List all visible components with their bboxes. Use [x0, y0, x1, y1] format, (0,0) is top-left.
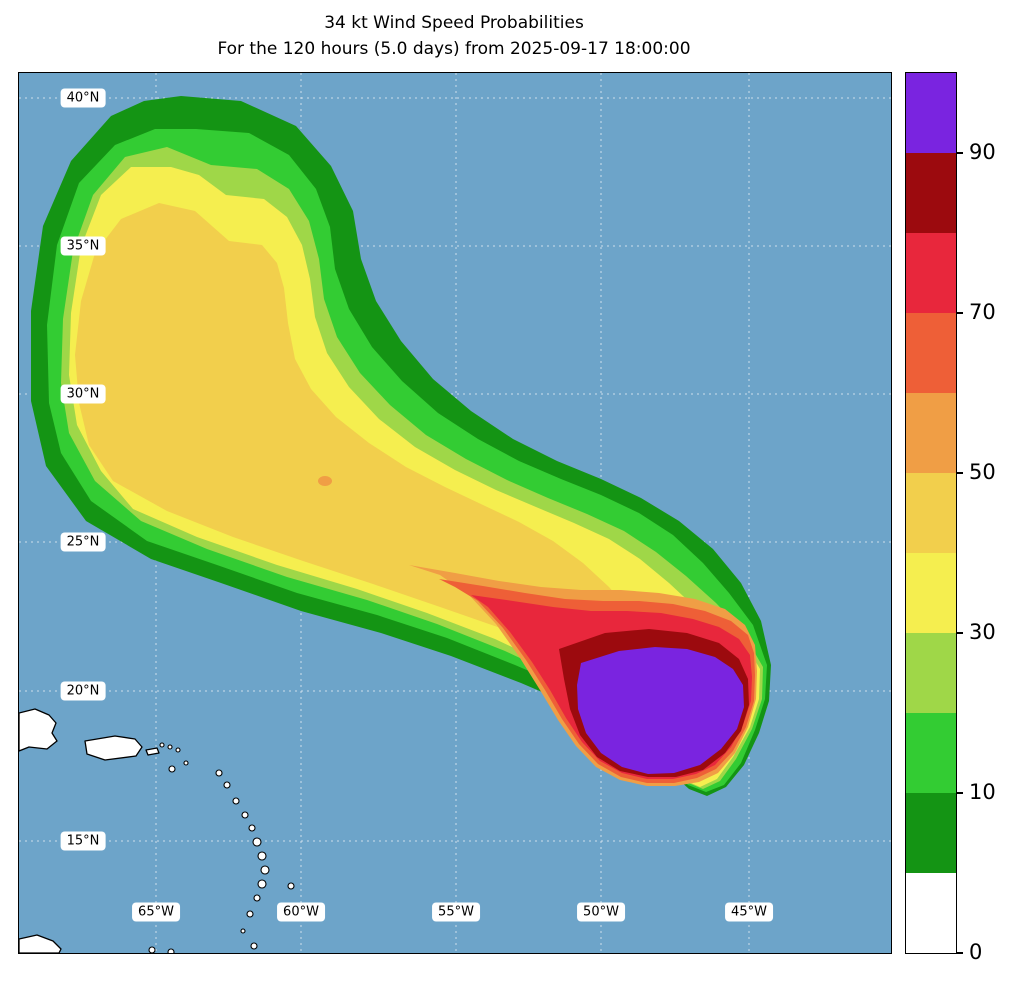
island	[159, 742, 165, 748]
colorbar-tick-50: 50	[969, 460, 996, 484]
island	[260, 865, 270, 875]
island	[257, 879, 267, 889]
colorbar-segment-0-5	[906, 873, 956, 953]
colorbar-tickmark-70	[957, 312, 963, 314]
chart-title-line2: For the 120 hours (5.0 days) from 2025-0…	[217, 39, 691, 59]
colorbar-tick-0: 0	[969, 940, 983, 964]
island	[248, 824, 256, 832]
lon-label: 60°W	[277, 902, 325, 922]
lon-label: 50°W	[577, 902, 625, 922]
lat-label: 15°N	[60, 831, 106, 851]
island	[167, 744, 173, 750]
contour-spot-50pct	[318, 476, 332, 486]
island	[215, 769, 223, 777]
colorbar-tickmark-90	[957, 152, 963, 154]
colorbar-segment-80-90	[906, 153, 956, 233]
island	[148, 946, 156, 953]
colorbar-segment-90-100	[906, 73, 956, 153]
land-puerto-rico	[84, 735, 143, 761]
colorbar-tickmark-50	[957, 472, 963, 474]
lat-label: 25°N	[60, 532, 106, 552]
colorbar-tick-30: 30	[969, 620, 996, 644]
colorbar-segment-70-80	[906, 233, 956, 313]
colorbar-segment-20-30	[906, 633, 956, 713]
colorbar-tickmark-30	[957, 632, 963, 634]
colorbar-tick-10: 10	[969, 780, 996, 804]
island	[183, 760, 189, 766]
island	[287, 882, 295, 890]
island	[257, 851, 267, 861]
lon-label: 55°W	[432, 902, 480, 922]
island	[223, 781, 231, 789]
land-hispaniola-east-tip	[19, 708, 58, 752]
island	[253, 894, 261, 902]
colorbar-tickmark-10	[957, 792, 963, 794]
colorbar-segment-30-40	[906, 553, 956, 633]
island	[250, 942, 258, 950]
island	[240, 928, 246, 934]
colorbar	[905, 72, 957, 954]
colorbar-segment-40-50	[906, 473, 956, 553]
lat-label: 30°N	[60, 384, 106, 404]
island	[241, 811, 249, 819]
lat-label: 40°N	[60, 88, 106, 108]
lon-label: 45°W	[725, 902, 773, 922]
colorbar-tick-70: 70	[969, 300, 996, 324]
island	[232, 797, 240, 805]
island	[175, 747, 181, 753]
colorbar-tickmark-0	[957, 952, 963, 954]
colorbar-segment-10-20	[906, 713, 956, 793]
colorbar-segment-50-60	[906, 393, 956, 473]
contour-90pct	[577, 647, 744, 774]
lon-label: 65°W	[132, 902, 180, 922]
colorbar-tick-90: 90	[969, 140, 996, 164]
land-vieques	[145, 747, 160, 756]
lat-label: 35°N	[60, 236, 106, 256]
probability-map	[19, 73, 891, 953]
island	[168, 765, 176, 773]
chart-title: 34 kt Wind Speed Probabilities For the 1…	[18, 10, 890, 62]
island	[252, 837, 262, 847]
chart-title-line1: 34 kt Wind Speed Probabilities	[324, 13, 584, 33]
island	[246, 910, 254, 918]
colorbar-segment-60-70	[906, 313, 956, 393]
colorbar-segment-5-10	[906, 793, 956, 873]
colorbar-area: 0 10 30 50 70 90	[905, 72, 1023, 964]
map-canvas: 40°N 35°N 30°N 25°N 20°N 15°N 65°W 60°W 55°W 50°W…	[18, 72, 892, 954]
land-southwest-coast	[19, 934, 62, 953]
lat-label: 20°N	[60, 681, 106, 701]
island	[167, 948, 175, 953]
contour-40pct	[75, 203, 649, 707]
